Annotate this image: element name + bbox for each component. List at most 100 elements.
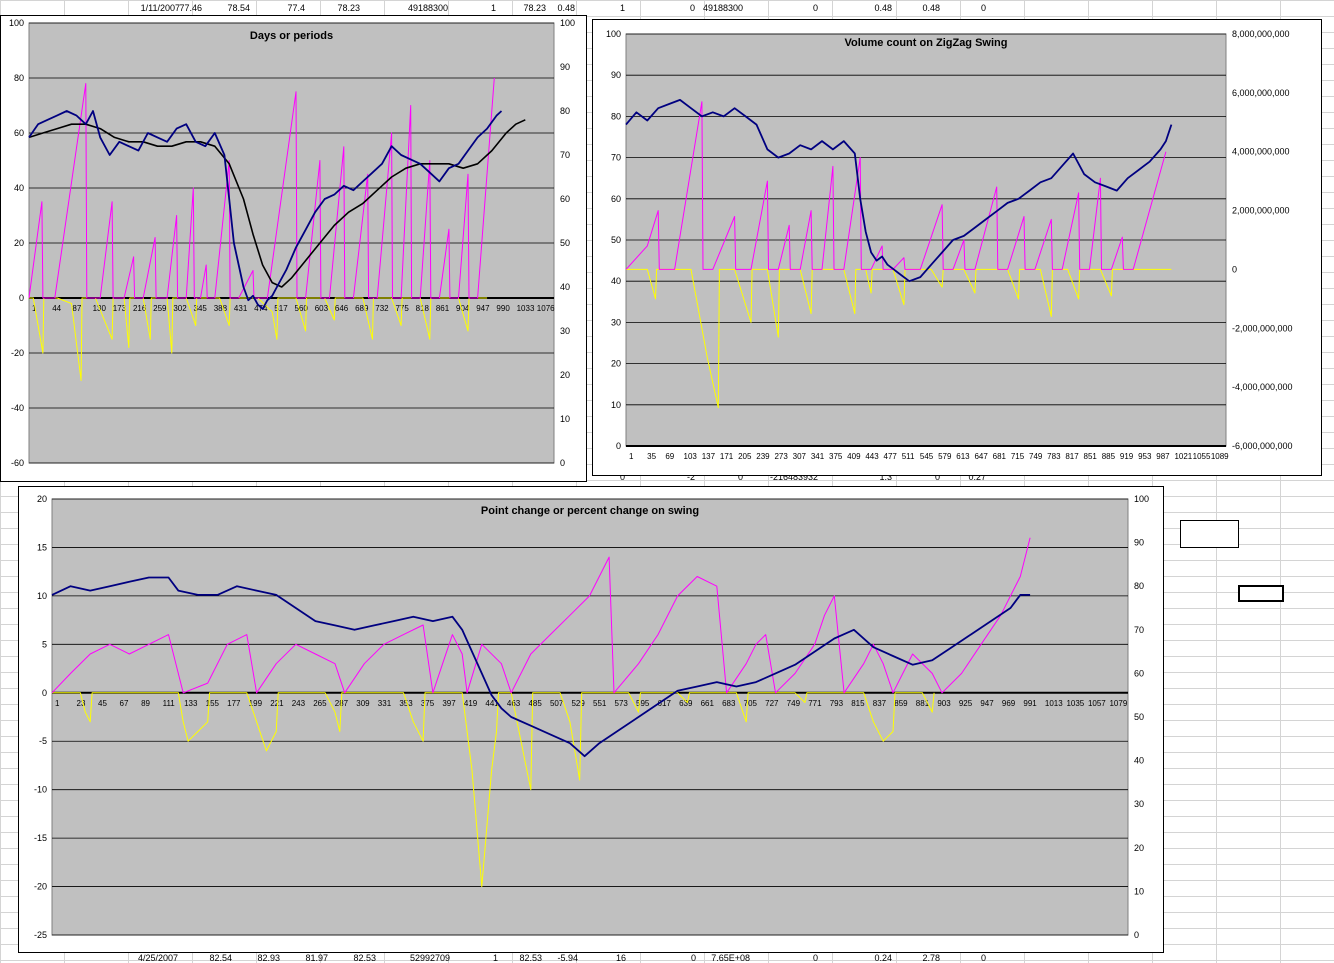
y-left-tick-label: -15	[34, 833, 47, 843]
x-tick-label: 1057	[1088, 699, 1106, 708]
x-tick-label: 89	[141, 699, 150, 708]
y-right-tick-label: 4,000,000,000	[1232, 147, 1290, 157]
cell[interactable]: -216483932	[769, 472, 818, 482]
cell[interactable]: 81.97	[305, 953, 328, 963]
x-tick-label: 715	[1011, 452, 1025, 461]
cell[interactable]: 0	[619, 472, 625, 482]
cell[interactable]: 49188300	[702, 3, 743, 13]
cell[interactable]: 82.53	[353, 953, 376, 963]
cell[interactable]: -2	[686, 472, 695, 482]
x-tick-label: 273	[774, 452, 788, 461]
y-right-tick-label: 70	[1134, 625, 1144, 635]
series-negative-line	[52, 692, 935, 888]
cell[interactable]: 0.27	[968, 472, 986, 482]
y-right-tick-label: 90	[560, 62, 570, 72]
y-left-tick-label: 60	[14, 128, 24, 138]
y-left-tick-label: 80	[14, 73, 24, 83]
cell[interactable]: 0.48	[557, 3, 575, 13]
x-tick-label: 302	[173, 304, 187, 313]
chart-point-change-svg[interactable]: -25 -20 -15 -10 -5 0 5 10 15 20 0 10 20 30 40 50 60 70 80 9…	[19, 487, 1163, 952]
y-right-tick-label: 50	[560, 238, 570, 248]
chart-days-or-periods[interactable]: -60 -40 -20 0 20 40 60 80 100 0 10 20 30 40 50 60 70 80 90…	[0, 15, 587, 482]
x-tick-label: 443	[865, 452, 879, 461]
cell[interactable]: 77.4	[287, 3, 305, 13]
y-left-tick-label: -10	[34, 785, 47, 795]
x-tick-label: 441	[485, 699, 499, 708]
cell[interactable]: 78.54	[227, 3, 250, 13]
y-left-tick-label: -60	[11, 458, 24, 468]
y-right-tick-label: 50	[1134, 712, 1144, 722]
y-right-tick-label: 2,000,000,000	[1232, 206, 1290, 216]
cell[interactable]: 2.78	[922, 953, 940, 963]
x-tick-label: 216	[133, 304, 147, 313]
cell[interactable]: 0.48	[874, 3, 892, 13]
cell[interactable]: 4/25/2007	[137, 953, 178, 963]
cell[interactable]: 16	[615, 953, 626, 963]
y-right-tick-label: 80	[1134, 581, 1144, 591]
cell[interactable]: -5.94	[557, 953, 578, 963]
cell[interactable]: 0.48	[922, 3, 940, 13]
cell[interactable]: 1	[619, 3, 625, 13]
cell[interactable]: 77.46	[179, 3, 202, 13]
x-tick-label: 259	[153, 304, 167, 313]
x-tick-label: 477	[884, 452, 898, 461]
cell[interactable]: 78.23	[523, 3, 546, 13]
chart-days-or-periods-svg[interactable]: -60 -40 -20 0 20 40 60 80 100 0 10 20 30 40 50 60 70 80 90…	[1, 16, 586, 481]
cell[interactable]: 0	[812, 3, 818, 13]
cell[interactable]: 82.53	[519, 953, 542, 963]
x-tick-label: 545	[920, 452, 934, 461]
active-cell-box[interactable]	[1238, 585, 1284, 602]
chart-point-change[interactable]: -25 -20 -15 -10 -5 0 5 10 15 20 0 10 20 30 40 50 60 70 80 9…	[18, 486, 1164, 953]
x-tick-label: 331	[378, 699, 392, 708]
x-tick-label: 341	[811, 452, 825, 461]
chart-title: Point change or percent change on swing	[481, 505, 699, 517]
cell[interactable]: 0	[980, 3, 986, 13]
x-tick-label: 783	[1047, 452, 1061, 461]
chart-volume-zigzag[interactable]: 0 10 20 30 40 50 60 70 80 90 100 -6,000,000,000 -4,0…	[592, 19, 1322, 476]
x-tick-label: 375	[829, 452, 843, 461]
y-right-tick-label: 70	[560, 150, 570, 160]
cell[interactable]: 7.65E+08	[711, 953, 750, 963]
x-tick-label: 793	[830, 699, 844, 708]
y-left-tick-label: 60	[611, 194, 621, 204]
y-right-tick-label: -4,000,000,000	[1232, 382, 1293, 392]
cell[interactable]: 0	[689, 3, 695, 13]
cell[interactable]: 52992709	[409, 953, 450, 963]
x-tick-label: 837	[873, 699, 887, 708]
cell[interactable]: 82.93	[257, 953, 280, 963]
x-tick-label: 646	[335, 304, 349, 313]
cell[interactable]: 0	[737, 472, 743, 482]
cell[interactable]: 1	[490, 3, 496, 13]
y-right-tick-label: -2,000,000,000	[1232, 323, 1293, 333]
x-tick-label: 705	[744, 699, 758, 708]
x-tick-label: 1035	[1066, 699, 1084, 708]
cell[interactable]: 78.23	[337, 3, 360, 13]
x-tick-label: 560	[295, 304, 309, 313]
cell[interactable]: 1.3	[879, 472, 892, 482]
x-tick-label: 345	[194, 304, 208, 313]
cell[interactable]: 0	[980, 953, 986, 963]
x-tick-label: 919	[1120, 452, 1134, 461]
y-right-tick-label: 6,000,000,000	[1232, 88, 1290, 98]
x-tick-label: 595	[636, 699, 650, 708]
cell[interactable]: 49188300	[407, 3, 448, 13]
chart-volume-zigzag-svg[interactable]: 0102030405060708090100-6,000,000,000-4,0…	[593, 20, 1321, 475]
cell[interactable]: 82.54	[209, 953, 232, 963]
x-tick-label: 681	[993, 452, 1007, 461]
x-tick-label: 205	[738, 452, 752, 461]
x-tick-label: 23	[77, 699, 86, 708]
cell[interactable]: 0	[812, 953, 818, 963]
cell[interactable]: 0.24	[874, 953, 892, 963]
cell[interactable]: 1	[492, 953, 498, 963]
x-tick-label: 573	[615, 699, 629, 708]
y-right-tick-label: 0	[1232, 264, 1237, 274]
x-tick-label: 947	[476, 304, 490, 313]
y-left-tick-label: -40	[11, 403, 24, 413]
y-left-tick-label: 70	[611, 153, 621, 163]
cell[interactable]: 1/11/2007	[140, 3, 180, 13]
x-tick-label: 87	[72, 304, 81, 313]
cell[interactable]: 0	[690, 953, 696, 963]
selected-cell-box[interactable]	[1180, 520, 1239, 548]
cell[interactable]: 0	[934, 472, 940, 482]
y-right-tick-label: 20	[560, 370, 570, 380]
